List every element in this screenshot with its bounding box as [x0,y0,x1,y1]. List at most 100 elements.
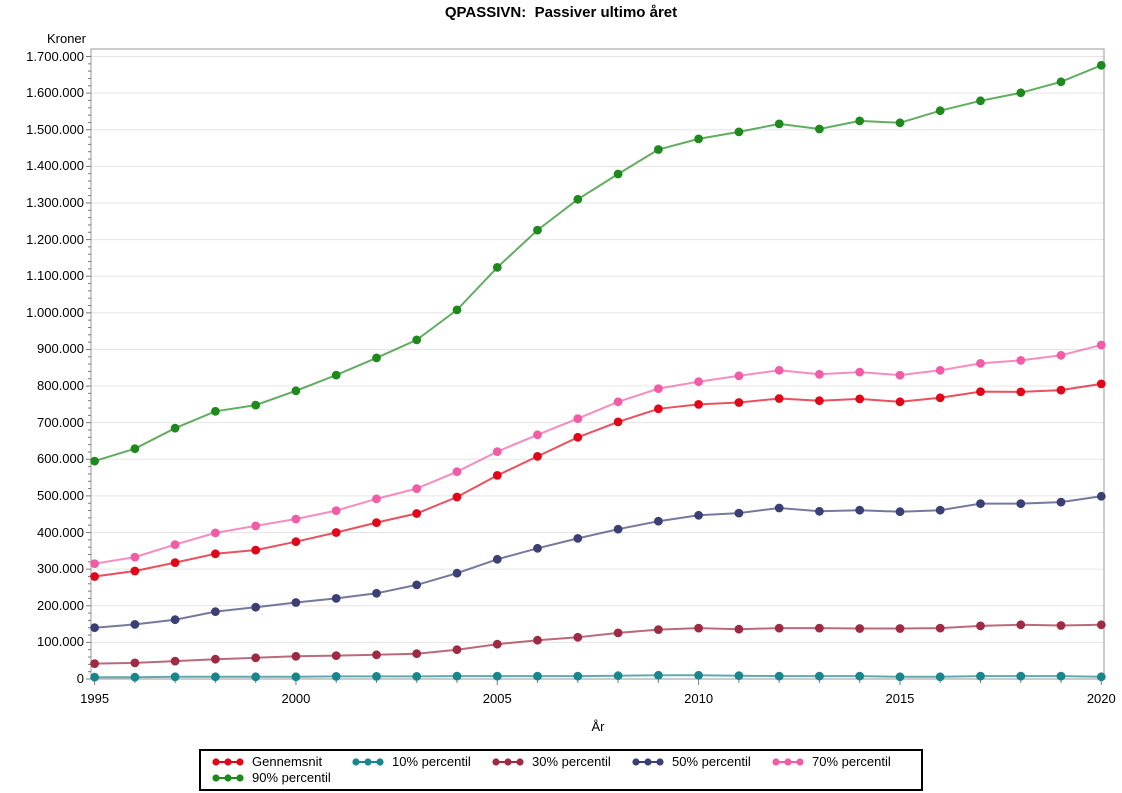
data-point [412,672,422,681]
data-point [976,621,985,631]
y-tick-label: 100.000 [37,634,84,650]
y-tick-label: 0 [76,671,84,686]
data-point [372,672,381,681]
y-tick-label: 500.000 [37,487,84,503]
data-point [331,651,341,660]
legend-label: 50% percentil [672,754,751,769]
data-point [613,169,623,179]
legend-label: 70% percentil [812,754,891,769]
chart-title: QPASSIVN: Passiver ultimo året [444,4,678,21]
data-point [654,145,663,154]
data-point [90,672,99,682]
data-point [372,353,381,363]
data-point [774,623,784,633]
data-point [774,503,784,513]
data-point [654,670,663,680]
data-point [654,625,663,634]
data-point [492,263,502,272]
data-point [815,671,824,681]
data-point [452,671,462,681]
data-point [1096,672,1106,682]
data-point [211,654,220,664]
data-point [130,658,140,668]
data-point [573,432,583,442]
data-point [291,537,301,547]
y-tick-label: 1.400.000 [26,158,84,174]
data-point [815,623,824,633]
data-point [815,506,824,516]
series-line-10-percentil [94,674,1102,679]
data-point [1016,620,1026,630]
data-point [613,671,623,681]
data-point [331,528,341,537]
data-point [211,528,220,538]
data-point [694,623,703,633]
data-point [613,397,623,407]
data-point [855,116,865,126]
data-point [976,499,985,508]
data-point [291,514,301,524]
data-point [291,672,301,682]
data-point [573,414,583,423]
data-point [613,628,623,638]
data-point [170,423,180,433]
data-point [170,672,180,682]
data-point [130,620,140,629]
data-point [654,516,663,526]
legend-label: Gennemsnit [252,754,323,769]
data-point [976,359,985,368]
data-point [90,456,99,466]
data-point [855,671,865,681]
data-point [1016,387,1026,397]
data-point [170,656,180,666]
data-point [372,588,381,598]
data-point [533,671,542,681]
data-point [533,225,542,235]
y-tick-label: 1.500.000 [26,121,84,137]
x-tick-label: 2010 [684,691,714,706]
legend-item-70-percentil: 70% percentil [771,754,911,769]
data-point [492,554,502,564]
data-point [492,447,502,456]
legend-item-30-percentil: 30% percentil [491,754,631,769]
data-point [1096,491,1106,501]
data-point [251,602,261,612]
data-point [251,653,261,663]
data-point [694,670,703,680]
data-point [533,452,542,461]
data-point [90,659,99,668]
data-point [774,394,784,403]
data-point [251,521,261,531]
x-tick-label: 2015 [885,691,915,706]
data-point [734,671,744,681]
data-point [976,96,985,106]
y-tick-label: 1.700.000 [26,48,84,64]
legend-item-50-percentil: 50% percentil [631,754,771,769]
data-point [1016,499,1026,508]
series-line-90-percentil [94,64,1102,463]
data-point [452,492,462,502]
data-point [855,505,865,515]
data-point [533,543,542,553]
data-point [895,624,905,633]
data-point [774,365,784,375]
y-tick-label: 600.000 [37,451,84,467]
data-point [211,549,220,559]
data-point [331,370,341,380]
data-point [613,524,623,534]
x-tick-label: 1995 [80,691,110,706]
series-line-30-percentil [94,623,1102,665]
data-point [573,671,583,681]
data-point [734,508,744,518]
series-line-50-percentil [94,495,1102,629]
data-point [976,671,985,681]
legend: Gennemsnit 10% percentil 30% percentil 50% … [199,749,923,791]
data-point [372,494,381,504]
legend-item-10-percentil: 10% percentil [351,754,491,769]
data-point [1096,379,1106,389]
data-point [90,572,99,581]
data-point [170,615,180,625]
y-tick-label: 200.000 [37,597,84,613]
x-tick-label: 2000 [281,691,311,706]
data-point [331,672,341,681]
